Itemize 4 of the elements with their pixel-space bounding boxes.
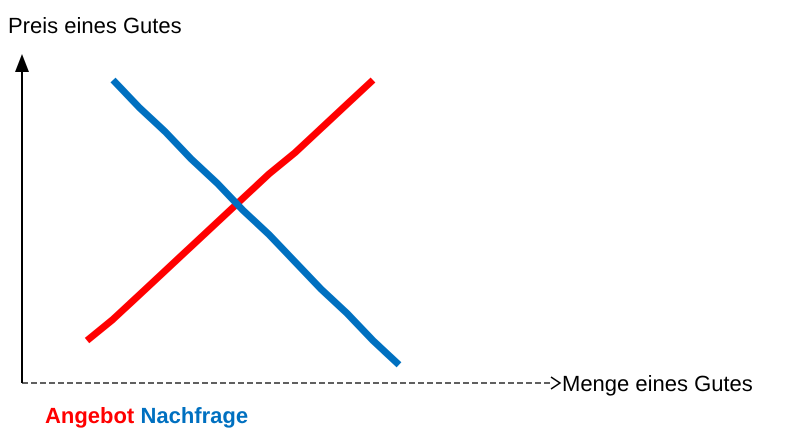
y-axis-title: Preis eines Gutes bbox=[8, 13, 182, 38]
text: Nachfrage bbox=[140, 403, 248, 428]
text: Angebot bbox=[45, 403, 135, 428]
text: Menge eines Gutes bbox=[562, 371, 753, 396]
